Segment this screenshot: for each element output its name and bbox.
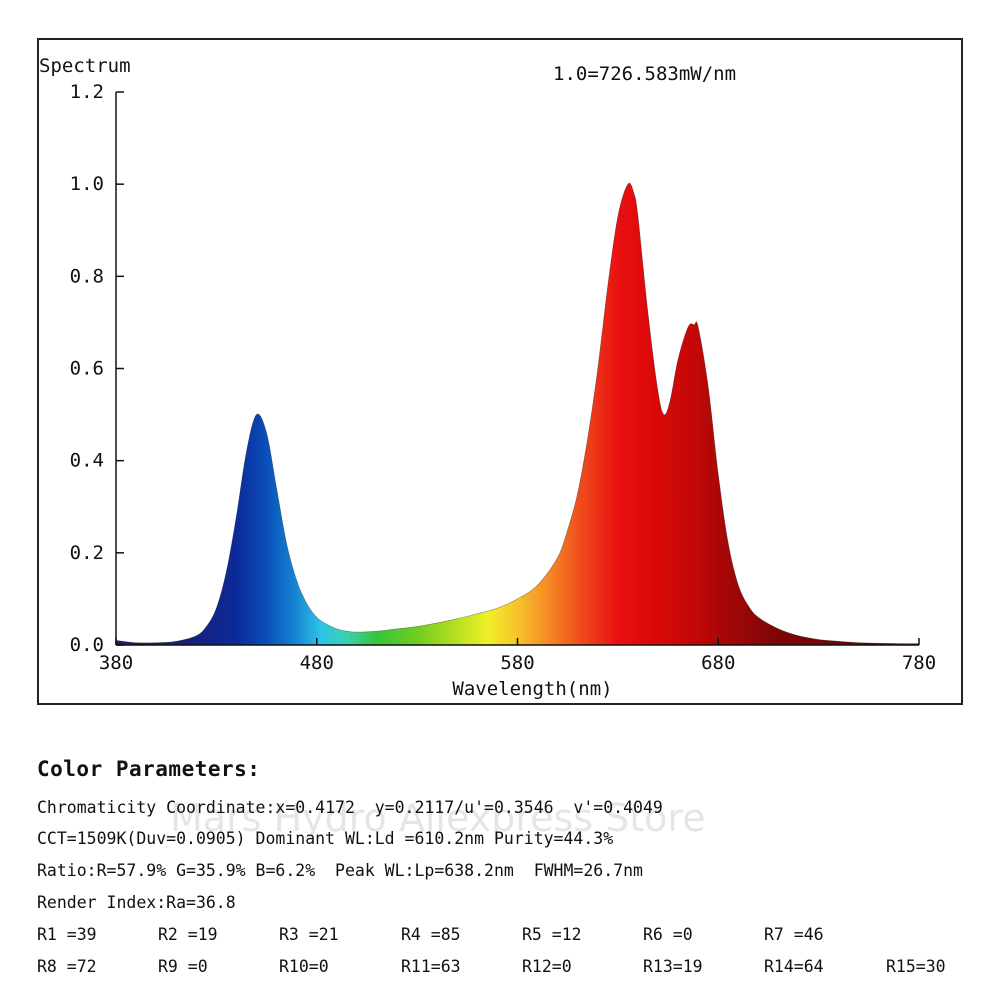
x-tick-label-4: 780 (902, 652, 936, 674)
y-tick-label-4: 0.8 (70, 265, 104, 287)
spectrum-chart-frame: 0.0 0.2 0.4 0.6 0.8 1.0 1.2 380 480 580 680 780 Spec… (37, 38, 963, 705)
spectrum-line (115, 182, 920, 644)
render-index-r5: R5 =12 (522, 925, 582, 944)
x-tick-label-1: 480 (300, 652, 334, 674)
x-tick-label-2: 580 (500, 652, 534, 674)
render-index-line: Render Index:Ra=36.8 (37, 893, 236, 912)
render-index-r8: R8 =72 (37, 957, 97, 976)
spectrum-chart: 0.0 0.2 0.4 0.6 0.8 1.0 1.2 380 480 580 680 780 Spec… (39, 55, 936, 700)
y-tick-label-0: 0.0 (70, 634, 104, 656)
render-index-r4: R4 =85 (401, 925, 461, 944)
cct-line: CCT=1509K(Duv=0.0905) Dominant WL:Ld =61… (37, 829, 614, 848)
y-tick-label-2: 0.4 (70, 450, 104, 472)
render-index-r14: R14=64 (764, 957, 824, 976)
x-tick-label-3: 680 (701, 652, 735, 674)
spectrum-area (116, 183, 919, 645)
render-index-r1: R1 =39 (37, 925, 97, 944)
ratio-line: Ratio:R=57.9% G=35.9% B=6.2% Peak WL:Lp=… (37, 861, 643, 880)
render-index-r12: R12=0 (522, 957, 572, 976)
render-index-r2: R2 =19 (158, 925, 218, 944)
y-tick-label-6: 1.2 (70, 81, 104, 103)
x-axis-label: Wavelength(nm) (452, 678, 612, 700)
render-index-r6: R6 =0 (643, 925, 693, 944)
render-index-r9: R9 =0 (158, 957, 208, 976)
render-index-r15: R15=30 (886, 957, 946, 976)
render-index-r7: R7 =46 (764, 925, 824, 944)
color-parameters-title: Color Parameters: (37, 757, 261, 781)
render-index-r3: R3 =21 (279, 925, 339, 944)
chart-title: Spectrum (39, 55, 131, 77)
y-tick-label-5: 1.0 (70, 173, 104, 195)
y-tick-label-1: 0.2 (70, 542, 104, 564)
chromaticity-line: Chromaticity Coordinate:x=0.4172 y=0.211… (37, 798, 663, 817)
x-tick-label-0: 380 (99, 652, 133, 674)
render-index-r10: R10=0 (279, 957, 329, 976)
y-tick-label-3: 0.6 (70, 358, 104, 380)
render-index-r11: R11=63 (401, 957, 461, 976)
scale-annotation: 1.0=726.583mW/nm (553, 63, 736, 85)
render-index-r13: R13=19 (643, 957, 703, 976)
